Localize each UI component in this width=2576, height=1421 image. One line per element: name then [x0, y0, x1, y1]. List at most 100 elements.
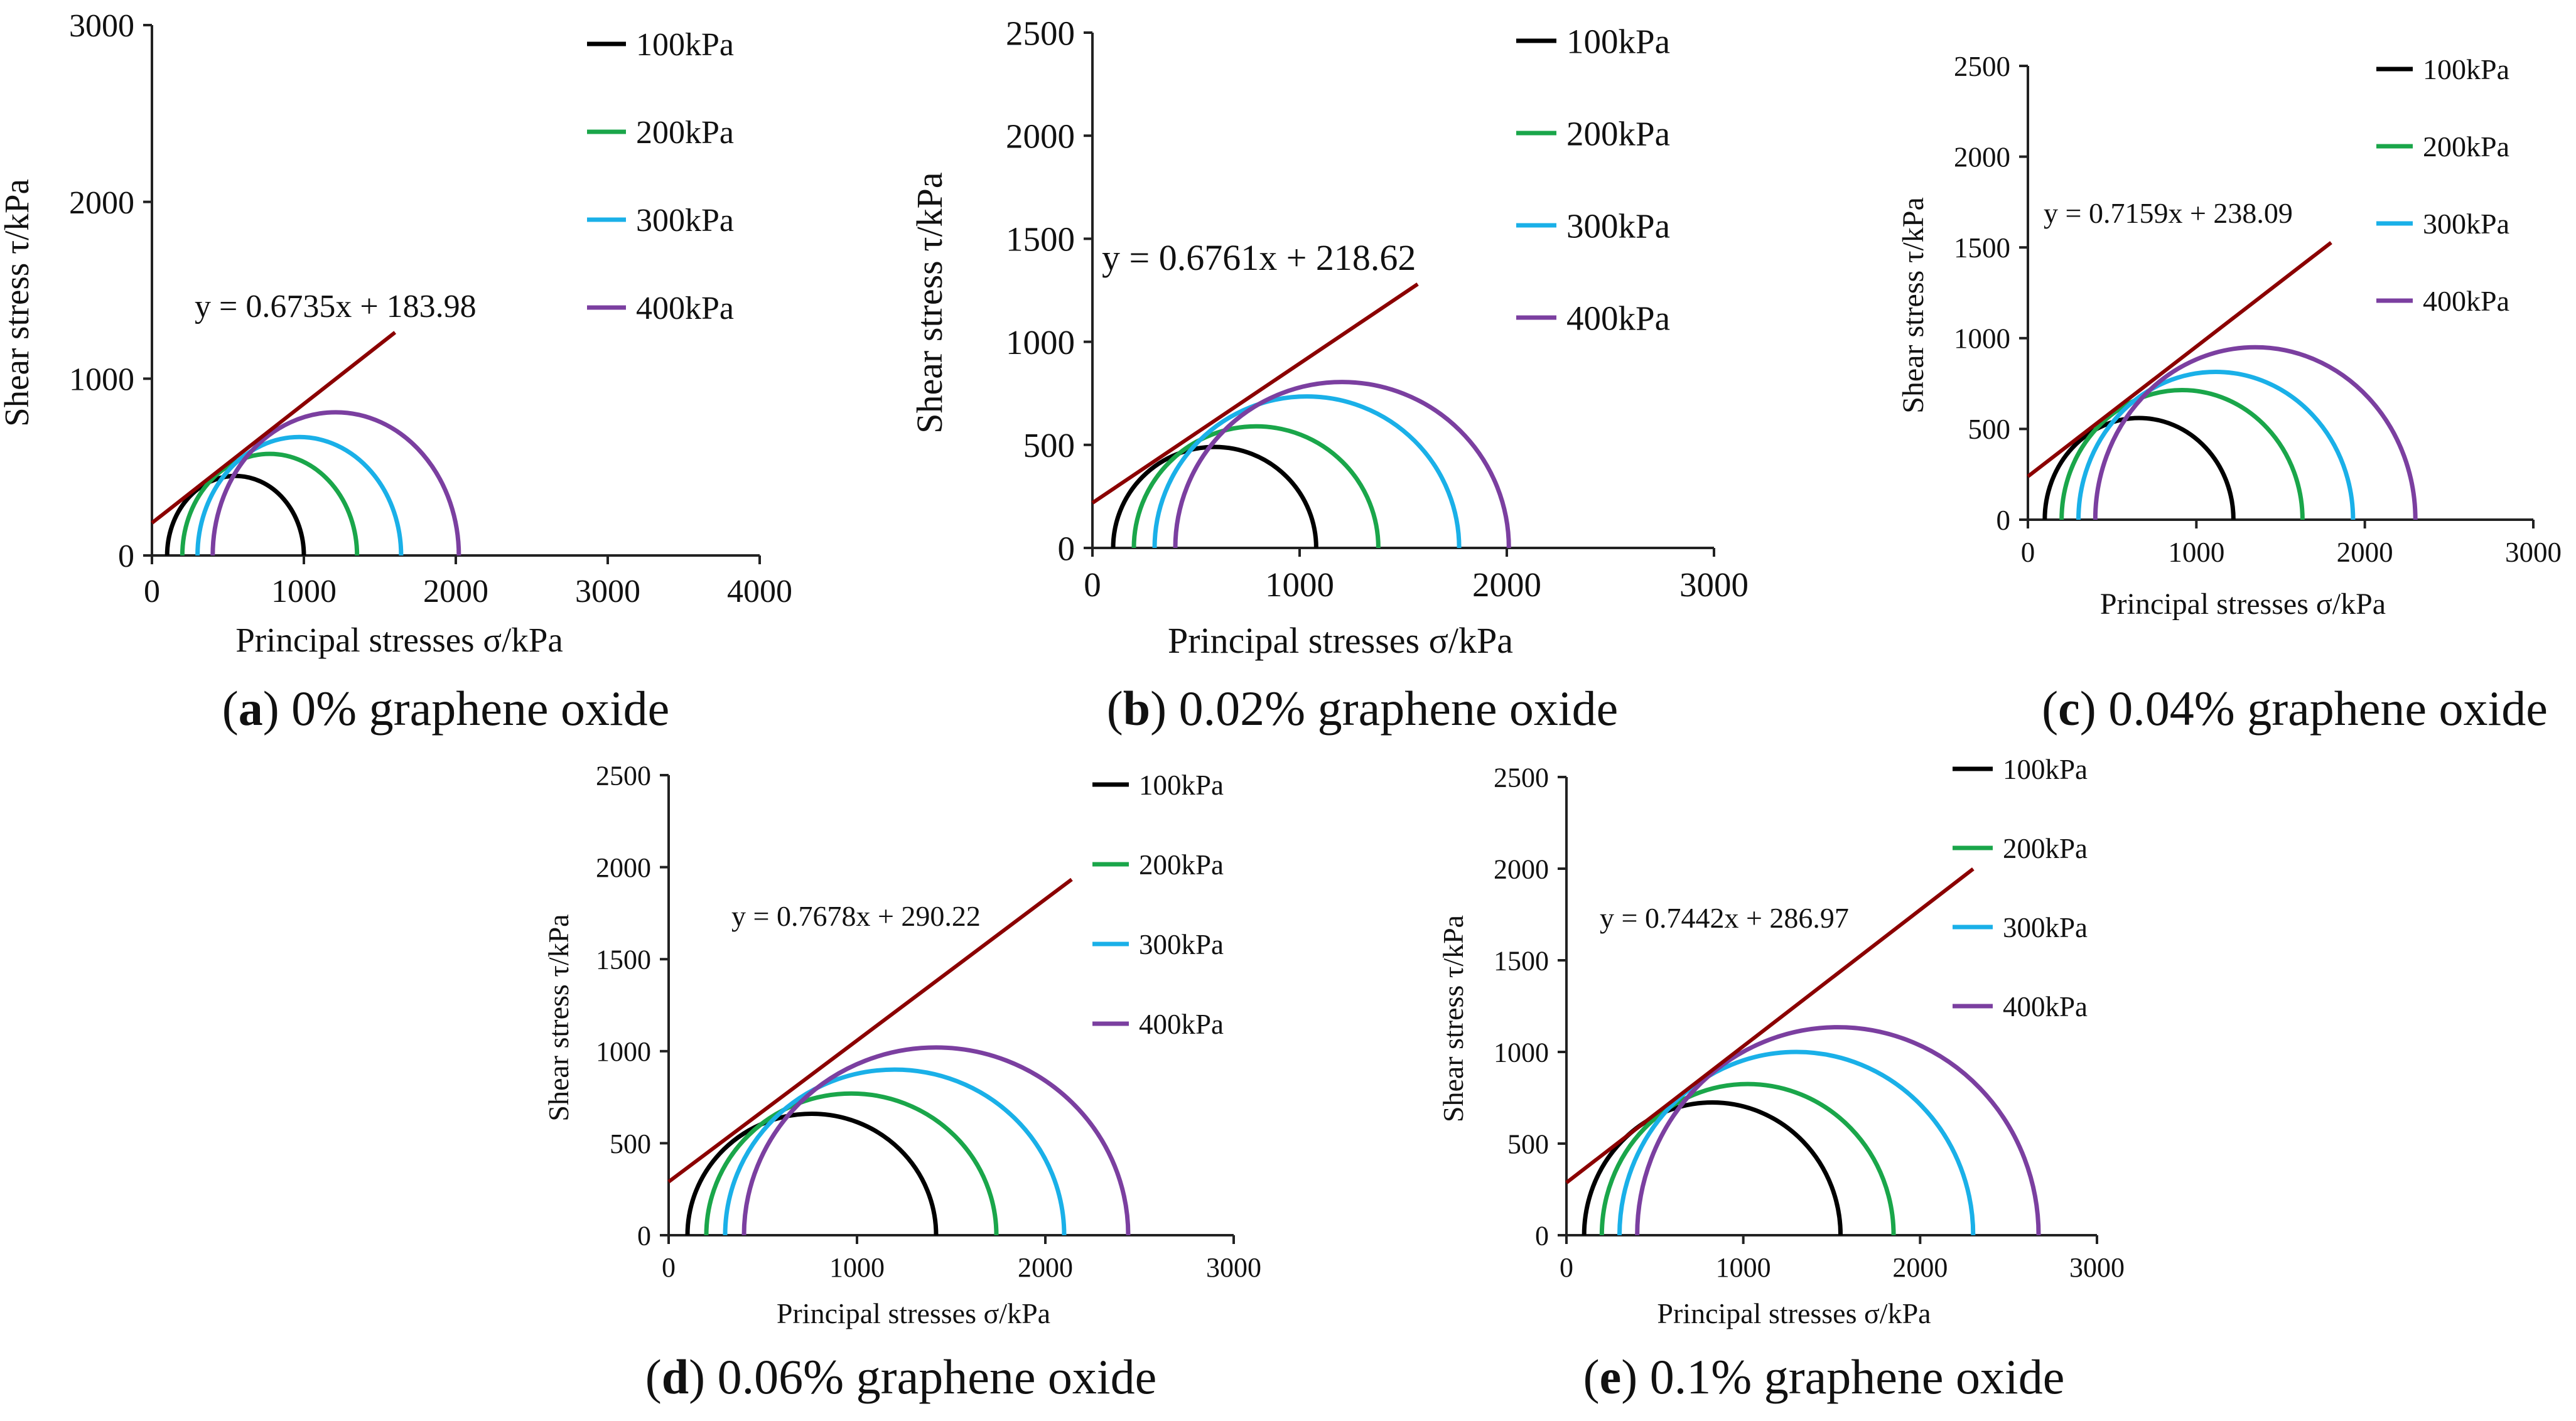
x-tick-label: 2000	[1892, 1252, 1948, 1283]
caption-close: )	[263, 681, 279, 736]
fit-line	[667, 877, 1073, 1184]
x-tick-label: 1000	[1265, 566, 1334, 604]
y-tick-label: 1000	[1494, 1037, 1549, 1068]
fit-line	[1565, 867, 1975, 1184]
mohr-circle-200kPa	[1131, 424, 1381, 549]
caption-close: )	[1621, 1349, 1637, 1404]
y-tick-label: 2500	[1954, 51, 2010, 82]
x-tick-label: 1000	[2168, 537, 2224, 568]
y-tick-label: 2500	[1494, 762, 1549, 793]
mohr-circle-200kPa	[180, 451, 360, 556]
caption-letter: b	[1123, 681, 1150, 736]
x-tick-label: 2000	[2337, 537, 2393, 568]
panel-caption: (a) 0% graphene oxide	[222, 681, 670, 736]
y-tick-label: 500	[1968, 414, 2011, 445]
legend-label-400kPa: 400kPa	[1566, 299, 1670, 337]
y-tick-label: 1000	[69, 362, 134, 398]
y-tick-label: 1000	[1006, 323, 1075, 362]
mohr-circle-400kPa	[2093, 345, 2418, 520]
mohr-circle-100kPa	[1111, 444, 1318, 549]
y-axis-label: Shear stress τ/kPa	[542, 914, 574, 1121]
mohr-circle-400kPa	[1173, 380, 1511, 549]
y-tick-label: 2000	[596, 852, 651, 883]
legend-label-400kPa: 400kPa	[636, 291, 734, 326]
mohr-circle-400kPa	[741, 1045, 1131, 1236]
caption-text: 0% graphene oxide	[279, 681, 670, 736]
chart-panel-b: 0 1000 2000 3000 0 500 1000 1500 2000 2500 Princip…	[909, 14, 1749, 736]
legend-label-200kPa: 200kPa	[1566, 114, 1670, 153]
x-axis-label: Principal stresses σ/kPa	[2100, 587, 2386, 621]
mohr-circle-400kPa	[210, 410, 461, 556]
mohr-circle-200kPa	[2059, 388, 2305, 520]
legend-label-200kPa: 200kPa	[2423, 131, 2509, 163]
mohr-circle-300kPa	[723, 1067, 1067, 1236]
mohr-circle-200kPa	[1599, 1081, 1896, 1236]
mohr-circle-300kPa	[1152, 394, 1462, 549]
legend-label-100kPa: 100kPa	[2423, 53, 2509, 85]
y-tick-label: 1500	[1006, 220, 1075, 259]
y-tick-label: 2000	[1494, 854, 1549, 884]
x-tick-label: 1000	[1716, 1252, 1771, 1283]
legend-label-300kPa: 300kPa	[1139, 929, 1224, 960]
legend-label-400kPa: 400kPa	[2423, 285, 2509, 317]
fit-equation: y = 0.6761x + 218.62	[1102, 237, 1416, 278]
y-tick-label: 3000	[69, 8, 134, 44]
y-axis-label: Shear stress τ/kPa	[909, 172, 950, 433]
caption-open: (	[645, 1349, 662, 1404]
y-tick-label: 1000	[596, 1036, 651, 1067]
x-tick-label: 3000	[1679, 566, 1749, 604]
caption-letter: c	[2058, 681, 2080, 736]
x-tick-label: 0	[2021, 537, 2035, 568]
fit-line	[1091, 282, 1419, 505]
y-tick-label: 1500	[1494, 945, 1549, 976]
legend-label-300kPa: 300kPa	[636, 203, 734, 239]
y-tick-label: 0	[1535, 1220, 1549, 1251]
caption-open: (	[222, 681, 239, 736]
caption-text: 0.1% graphene oxide	[1637, 1349, 2064, 1404]
y-tick-label: 500	[1023, 426, 1075, 464]
x-tick-label: 3000	[2069, 1252, 2125, 1283]
y-tick-label: 2500	[1006, 14, 1075, 52]
legend-label-200kPa: 200kPa	[2003, 833, 2088, 864]
y-axis-label: Shear stress τ/kPa	[0, 179, 36, 427]
x-tick-label: 3000	[2505, 537, 2562, 568]
y-tick-label: 1000	[1954, 323, 2010, 355]
y-tick-label: 2000	[1954, 141, 2010, 173]
mohr-circle-100kPa	[685, 1111, 939, 1236]
y-tick-label: 500	[610, 1129, 651, 1159]
chart-panel-a: 0 1000 2000 3000 4000 0 1000 2000 3000 Principal …	[0, 8, 792, 736]
y-tick-label: 1500	[1954, 232, 2010, 264]
x-tick-label: 0	[1084, 566, 1101, 604]
legend-label-200kPa: 200kPa	[636, 115, 734, 151]
y-tick-label: 0	[1058, 529, 1075, 567]
x-axis-label: Principal stresses σ/kPa	[1168, 620, 1513, 661]
y-tick-label: 2000	[1006, 117, 1075, 155]
mohr-circle-200kPa	[704, 1091, 999, 1236]
mohr-circle-300kPa	[1620, 1052, 1973, 1235]
chart-panel-e: 0 1000 2000 3000 0 500 1000 1500 2000 2500 Princip…	[1437, 754, 2125, 1404]
fit-equation: y = 0.6735x + 183.98	[195, 289, 477, 324]
caption-open: (	[1107, 681, 1123, 736]
x-tick-label: 0	[144, 574, 160, 609]
y-tick-label: 2000	[69, 185, 134, 221]
y-tick-label: 0	[637, 1220, 651, 1251]
legend-label-100kPa: 100kPa	[1139, 769, 1224, 801]
mohr-circle-300kPa	[195, 434, 404, 556]
legend-label-300kPa: 300kPa	[1566, 206, 1670, 245]
fit-equation: y = 0.7442x + 286.97	[1600, 902, 1849, 934]
x-tick-label: 1000	[829, 1252, 885, 1283]
x-tick-label: 4000	[727, 574, 792, 609]
y-tick-label: 0	[118, 539, 134, 574]
x-tick-label: 0	[662, 1252, 676, 1283]
chart-panel-d: 0 1000 2000 3000 0 500 1000 1500 2000 2500 Princip…	[542, 760, 1261, 1404]
x-tick-label: 2000	[1472, 566, 1541, 604]
panel-caption: (e) 0.1% graphene oxide	[1583, 1349, 2065, 1404]
fit-equation: y = 0.7678x + 290.22	[731, 900, 981, 932]
x-tick-label: 0	[1560, 1252, 1573, 1283]
y-tick-label: 0	[1997, 505, 2011, 536]
caption-open: (	[2042, 681, 2058, 736]
y-tick-label: 500	[1507, 1129, 1549, 1159]
panel-caption: (c) 0.04% graphene oxide	[2042, 681, 2548, 736]
fit-equation: y = 0.7159x + 238.09	[2044, 197, 2293, 229]
